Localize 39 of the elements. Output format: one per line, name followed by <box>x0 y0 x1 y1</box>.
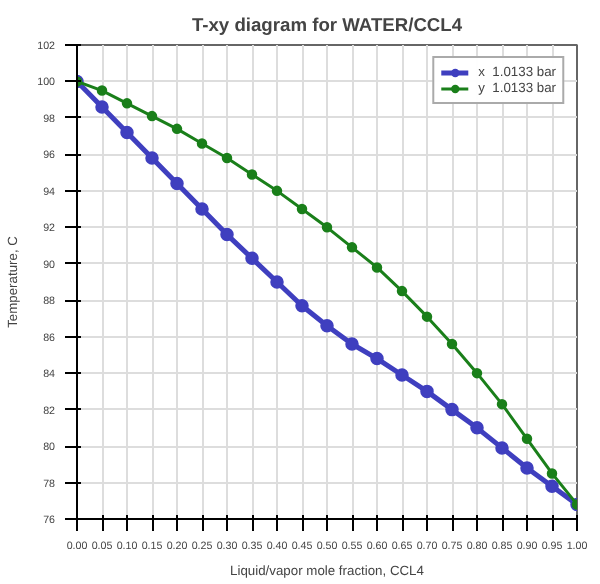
point <box>420 384 434 399</box>
point <box>371 262 383 273</box>
chart-title: T-xy diagram for WATER/CCL4 <box>191 15 464 35</box>
point <box>320 319 334 333</box>
point <box>370 351 384 366</box>
point <box>520 461 534 475</box>
point <box>170 176 184 191</box>
point <box>121 98 133 109</box>
point <box>221 152 233 164</box>
point <box>246 169 258 180</box>
point <box>95 100 109 114</box>
point <box>120 125 134 140</box>
point <box>171 123 183 135</box>
point <box>545 479 559 493</box>
point <box>395 368 409 382</box>
point <box>271 185 283 197</box>
point <box>471 367 483 379</box>
point <box>546 468 558 479</box>
point <box>421 311 433 322</box>
point <box>146 110 158 122</box>
point <box>96 85 108 96</box>
point <box>495 441 509 455</box>
point <box>445 402 459 417</box>
point <box>470 421 484 435</box>
point <box>270 275 284 289</box>
point <box>195 202 209 216</box>
point <box>521 433 533 445</box>
point <box>496 398 508 410</box>
point <box>296 203 308 215</box>
point <box>345 337 359 351</box>
point <box>196 138 208 149</box>
point <box>145 151 159 165</box>
point <box>346 242 358 253</box>
point <box>446 338 458 350</box>
point <box>245 251 259 266</box>
point <box>321 222 333 233</box>
point <box>295 298 309 313</box>
point <box>220 227 234 242</box>
point <box>396 285 408 297</box>
